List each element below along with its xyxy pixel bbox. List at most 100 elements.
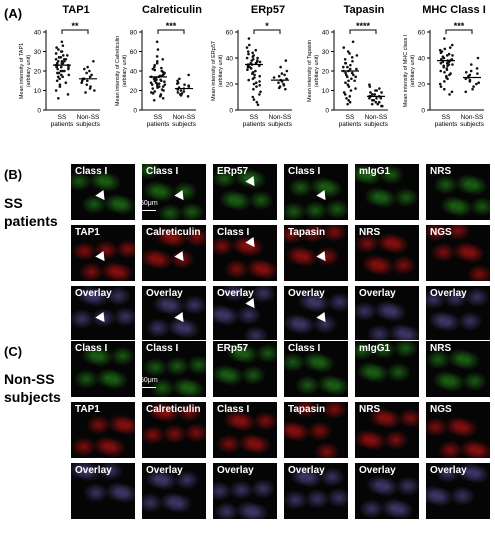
data-point [245,46,249,49]
c-image-r1-c5: mIgG1 [354,340,420,398]
data-point [343,58,347,61]
data-point [342,91,346,94]
data-point [439,61,443,65]
data-point [377,100,381,104]
image-label: Calreticulin [146,227,201,238]
significance-marker: ** [71,21,79,31]
data-point [248,43,251,47]
data-point [476,72,479,75]
image-label: Class I [217,227,250,238]
data-point [379,97,383,100]
data-point [344,71,347,75]
data-point [370,98,374,102]
image-label: NRS [430,166,452,177]
image-label: Class I [146,166,179,177]
data-point [175,82,179,85]
data-point [280,72,284,75]
data-point [88,75,92,79]
c-image-r3-c2: Overlay [141,462,207,520]
image-label: Overlay [288,465,325,476]
data-point [354,75,358,79]
image-label: Overlay [146,465,183,476]
data-point [256,56,259,60]
data-point [345,97,348,100]
arrowhead-marker-icon [95,311,109,326]
image-label: Class I [288,166,321,177]
data-point [447,52,451,56]
data-point [285,69,289,73]
data-point [375,89,379,92]
c-image-r2-c3: Class I [212,401,278,459]
image-label: NRS [359,227,381,238]
scale-bar-label: 50μm [140,377,158,384]
image-label: NGS [430,227,452,238]
y-tick-label: 40 [322,30,330,37]
data-point [160,79,163,83]
y-tick-label: 60 [226,30,234,37]
significance-bracket [445,29,473,34]
image-label: NGS [430,404,452,415]
data-point [66,54,69,57]
data-point [350,77,353,81]
image-label: mIgG1 [359,166,391,177]
arrowhead-marker-icon [95,250,109,265]
x-category-label: SS patients [339,114,363,128]
data-point [351,40,355,44]
data-point [246,50,250,53]
image-label: TAP1 [75,227,100,238]
data-point [368,97,371,100]
y-tick-label: 0 [421,108,425,115]
b-image-r3-c6: Overlay [425,285,491,343]
data-point [280,80,284,83]
c-image-r1-c3: ERp57 [212,340,278,398]
data-point [56,67,59,71]
data-point [345,75,349,79]
significance-marker: * [265,21,269,31]
data-point [441,60,445,64]
image-label: Overlay [430,288,467,299]
data-point [380,104,384,108]
data-point [89,85,92,88]
data-point [438,82,442,86]
data-point [370,102,374,106]
data-point [150,83,154,86]
data-point [343,93,347,96]
data-point [374,100,378,104]
y-tick-label: 20 [322,69,330,76]
image-label: ERp57 [217,343,249,354]
data-point [153,68,157,72]
data-point [469,63,473,66]
data-point [369,91,372,94]
data-point [252,82,256,86]
data-point [153,65,156,69]
panel-b-label: (B) [4,167,23,182]
data-point [250,72,254,75]
image-label: TAP1 [75,404,100,415]
data-point [251,51,254,55]
data-point [152,77,156,81]
data-point [182,90,186,93]
data-point [442,56,445,60]
panel-a-label: (A) [4,6,23,21]
data-point [54,52,58,55]
data-point [346,65,349,69]
data-point [255,100,259,104]
c-image-r3-c4: Overlay [283,462,349,520]
data-point [277,86,281,90]
data-point [443,47,447,51]
data-point [155,82,159,85]
y-tick-label: 40 [130,69,138,76]
data-point [90,73,93,77]
image-label: Overlay [359,465,396,476]
data-point [439,51,443,55]
y-tick-label: 20 [226,82,234,89]
x-category-label: SS patients [51,114,75,128]
data-point [152,98,156,102]
b-image-r2-c4: Tapasin [283,224,349,282]
scale-bar-label: 50μm [140,200,158,207]
image-label: ERp57 [217,166,249,177]
data-point [85,71,88,75]
data-point [251,95,255,99]
data-point [59,69,63,73]
